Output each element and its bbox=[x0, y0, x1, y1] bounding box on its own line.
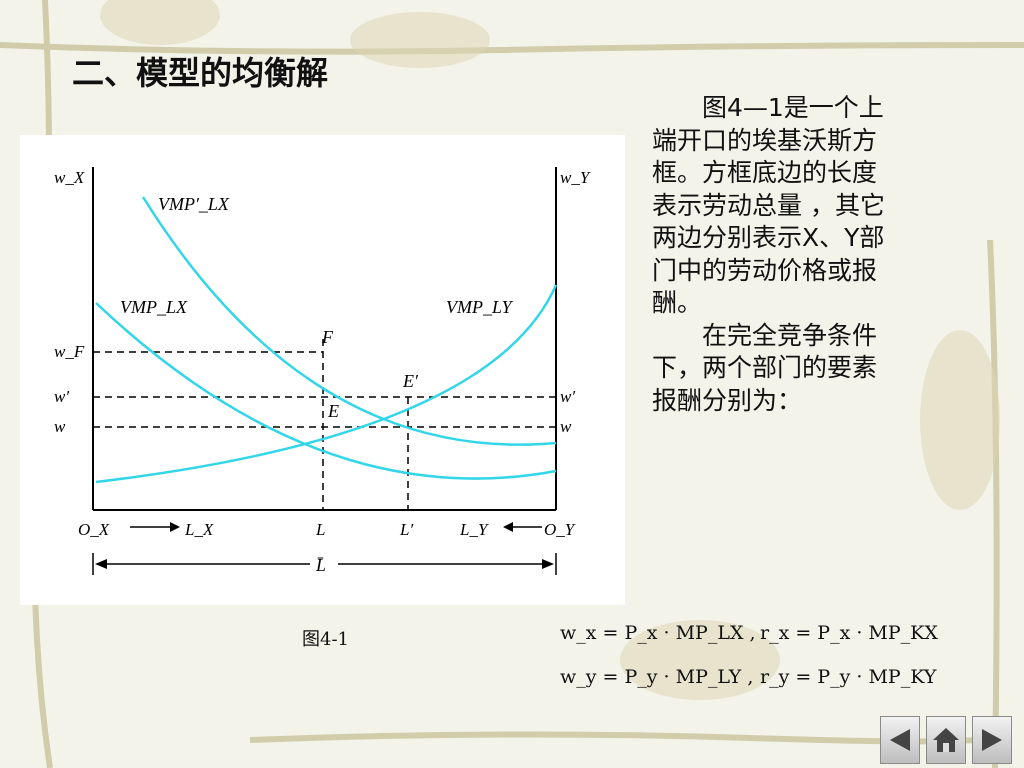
edgeworth-box-figure: w_X w_Y VMP′_LX VMP_LX VMP_LY F E E′ w_F… bbox=[20, 135, 625, 605]
w-level-label-right: w bbox=[560, 417, 572, 436]
oy-origin-label: O_Y bbox=[544, 520, 576, 539]
wx-axis-label: w_X bbox=[54, 168, 85, 187]
total-length-right-arrow bbox=[542, 559, 554, 569]
point-f-label: F bbox=[321, 327, 334, 347]
wy-formula: w_y = P_y · MP_LY , bbox=[560, 666, 754, 688]
slide-navigation bbox=[880, 716, 1020, 766]
description-paragraph-2: 在完全竞争条件下，两个部门的要素报酬分别为： bbox=[652, 320, 878, 415]
prev-button[interactable] bbox=[880, 716, 920, 764]
l-point-label: L bbox=[315, 520, 325, 539]
lx-arrow-head bbox=[170, 522, 180, 532]
description-paragraph-1: 图4—1是一个上端开口的埃基沃斯方框。方框底边的长度表示劳动总量 ，其它两边分别… bbox=[652, 93, 885, 317]
vmp-lx-label: VMP_LX bbox=[120, 297, 188, 317]
wx-formula: w_x = P_x · MP_LX , bbox=[560, 622, 756, 644]
l-prime-point-label: L′ bbox=[399, 520, 413, 539]
next-arrow-icon bbox=[982, 729, 1002, 751]
vmp-ly-label: VMP_LY bbox=[446, 297, 514, 317]
ox-origin-label: O_X bbox=[78, 520, 110, 539]
vmp-lx-curve bbox=[95, 302, 557, 480]
wy-axis-label: w_Y bbox=[560, 168, 591, 187]
vmp-ly-curve bbox=[95, 284, 558, 484]
slide-title: 二、模型的均衡解 bbox=[72, 54, 329, 92]
total-length-left-arrow bbox=[95, 559, 107, 569]
w-prime-level-label-right: w′ bbox=[560, 387, 575, 406]
vmp-lx-prime-curve bbox=[141, 196, 557, 446]
ly-arrow-head bbox=[503, 522, 513, 532]
ry-formula: r_y = P_y · MP_KY bbox=[760, 666, 937, 688]
vmp-lx-prime-label: VMP′_LX bbox=[158, 194, 230, 214]
formula-block: w_x = P_x · MP_LX , r_x = P_x · MP_KX w_… bbox=[560, 622, 938, 710]
point-e-label: E bbox=[327, 401, 339, 421]
lx-direction-label: L_X bbox=[184, 520, 214, 539]
description-text: 图4—1是一个上端开口的埃基沃斯方框。方框底边的长度表示劳动总量 ，其它两边分别… bbox=[652, 92, 897, 417]
next-button[interactable] bbox=[972, 716, 1012, 764]
figure-caption: 图4-1 bbox=[302, 629, 349, 650]
wf-level-label: w_F bbox=[54, 342, 85, 361]
home-button[interactable] bbox=[926, 716, 966, 764]
prev-arrow-icon bbox=[890, 729, 910, 751]
total-length-label: L̄ bbox=[315, 555, 326, 575]
rx-formula: r_x = P_x · MP_KX bbox=[760, 622, 938, 644]
home-icon bbox=[933, 728, 959, 752]
formula-row: w_y = P_y · MP_LY , r_y = P_y · MP_KY bbox=[560, 666, 936, 710]
point-e-prime-label: E′ bbox=[402, 371, 419, 391]
formula-row: w_x = P_x · MP_LX , r_x = P_x · MP_KX bbox=[560, 622, 938, 666]
ly-direction-label: L_Y bbox=[459, 520, 489, 539]
w-level-label-left: w bbox=[54, 417, 66, 436]
w-prime-level-label-left: w′ bbox=[54, 387, 69, 406]
